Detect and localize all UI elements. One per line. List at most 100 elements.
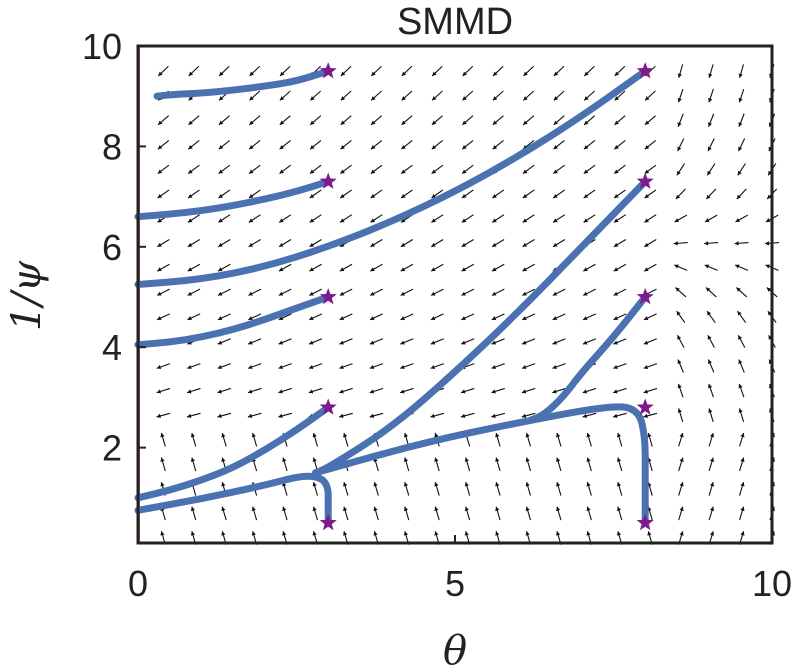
field-arrow-head — [187, 242, 193, 247]
field-arrow-head — [340, 96, 346, 101]
field-arrow-head — [495, 506, 500, 512]
field-arrow-head — [403, 457, 409, 462]
field-arrow-head — [340, 193, 345, 198]
x-tick-label: 5 — [445, 563, 465, 604]
field-arrow-head — [280, 71, 285, 76]
field-arrow-head — [679, 482, 684, 487]
start-marker — [636, 398, 654, 415]
field-arrow-head — [461, 267, 467, 272]
field-arrow-head — [462, 71, 467, 76]
field-arrow-head — [249, 145, 254, 150]
field-arrow-head — [157, 267, 162, 272]
field-arrow-head — [464, 457, 469, 462]
field-arrow-head — [190, 506, 196, 512]
field-arrow-head — [583, 218, 589, 223]
field-arrow-head — [248, 242, 254, 247]
field-arrow-head — [613, 291, 619, 296]
field-arrow-head — [679, 506, 684, 512]
field-arrow-head — [705, 287, 711, 292]
field-arrow-head — [370, 218, 376, 223]
field-arrow-head — [614, 120, 619, 125]
field-arrow-head — [521, 413, 527, 418]
field-arrow-head — [464, 482, 469, 487]
trajectory-5 — [134, 472, 332, 527]
field-arrow-head — [430, 316, 436, 321]
field-arrow-head — [434, 506, 439, 512]
field-arrow-head — [219, 96, 224, 101]
start-marker — [319, 62, 337, 79]
field-arrow-head — [675, 287, 680, 292]
field-arrow-head — [765, 264, 771, 269]
trajectory-4 — [134, 403, 332, 502]
field-arrow-head — [553, 96, 559, 101]
field-arrow-head — [190, 432, 196, 438]
field-arrow-head — [586, 432, 591, 438]
field-arrow-head — [556, 432, 561, 438]
field-arrow-head — [582, 413, 588, 418]
field-arrow-head — [434, 482, 439, 487]
field-arrow-head — [278, 389, 283, 394]
field-arrow-head — [492, 218, 497, 223]
field-arrow-head — [586, 531, 591, 536]
field-arrow-head — [158, 71, 163, 76]
field-arrow-head — [643, 389, 649, 394]
field-arrow-head — [278, 364, 283, 370]
trajectory-2 — [134, 178, 332, 221]
field-arrow-head — [432, 71, 437, 76]
field-arrow-head — [431, 242, 436, 247]
field-arrow-head — [584, 96, 589, 101]
field-arrow-head — [677, 146, 682, 152]
field-arrow-head — [310, 120, 315, 125]
field-arrow-head — [248, 364, 253, 370]
field-arrow-head — [340, 120, 346, 125]
field-arrow-head — [217, 291, 223, 296]
field-arrow-head — [312, 506, 317, 512]
field-arrow-head — [740, 457, 745, 462]
field-arrow-head — [247, 413, 253, 418]
field-arrow-head — [248, 340, 253, 345]
trajectory-6 — [134, 67, 649, 288]
field-arrow-head — [461, 291, 466, 296]
field-arrow-head — [705, 218, 710, 222]
field-arrow-head — [679, 432, 684, 438]
field-arrow-head — [613, 413, 618, 418]
field-arrow-head — [157, 145, 163, 150]
field-arrow-head — [522, 242, 528, 247]
field-arrow-head — [431, 120, 437, 125]
field-arrow-head — [616, 506, 622, 512]
field-arrow-head — [616, 482, 622, 487]
field-arrow-head — [553, 120, 559, 125]
field-arrow-head — [217, 316, 223, 321]
field-arrow-head — [282, 506, 287, 512]
field-arrow-head — [340, 145, 345, 150]
field-arrow-head — [708, 97, 713, 103]
field-arrow-head — [734, 241, 739, 246]
field-arrow-head — [674, 264, 679, 269]
field-arrow-head — [525, 506, 530, 512]
field-arrow-head — [740, 482, 745, 487]
field-arrow-head — [708, 408, 713, 413]
field-arrow-head — [160, 531, 165, 536]
field-arrow-head — [766, 287, 772, 292]
field-arrow-head — [492, 242, 497, 247]
field-arrow-head — [674, 218, 680, 222]
field-arrow-head — [190, 457, 196, 462]
field-arrow-head — [677, 383, 682, 389]
field-arrow-head — [371, 96, 376, 101]
field-arrow-head — [403, 506, 409, 512]
field-arrow-head — [616, 531, 622, 536]
field-arrow-head — [160, 432, 165, 438]
field-arrow-head — [156, 364, 162, 370]
field-arrow-head — [583, 145, 589, 150]
field-arrow-head — [218, 267, 223, 272]
field-arrow-head — [491, 291, 497, 296]
field-arrow-head — [188, 120, 193, 125]
field-arrow-head — [309, 316, 314, 321]
field-arrow-head — [767, 311, 772, 316]
field-arrow-head — [709, 432, 715, 438]
field-arrow-head — [735, 218, 740, 222]
field-arrow-head — [613, 389, 618, 394]
y-tick-label: 8 — [102, 126, 122, 167]
field-arrow-head — [709, 531, 715, 536]
field-arrow-head — [614, 71, 620, 76]
